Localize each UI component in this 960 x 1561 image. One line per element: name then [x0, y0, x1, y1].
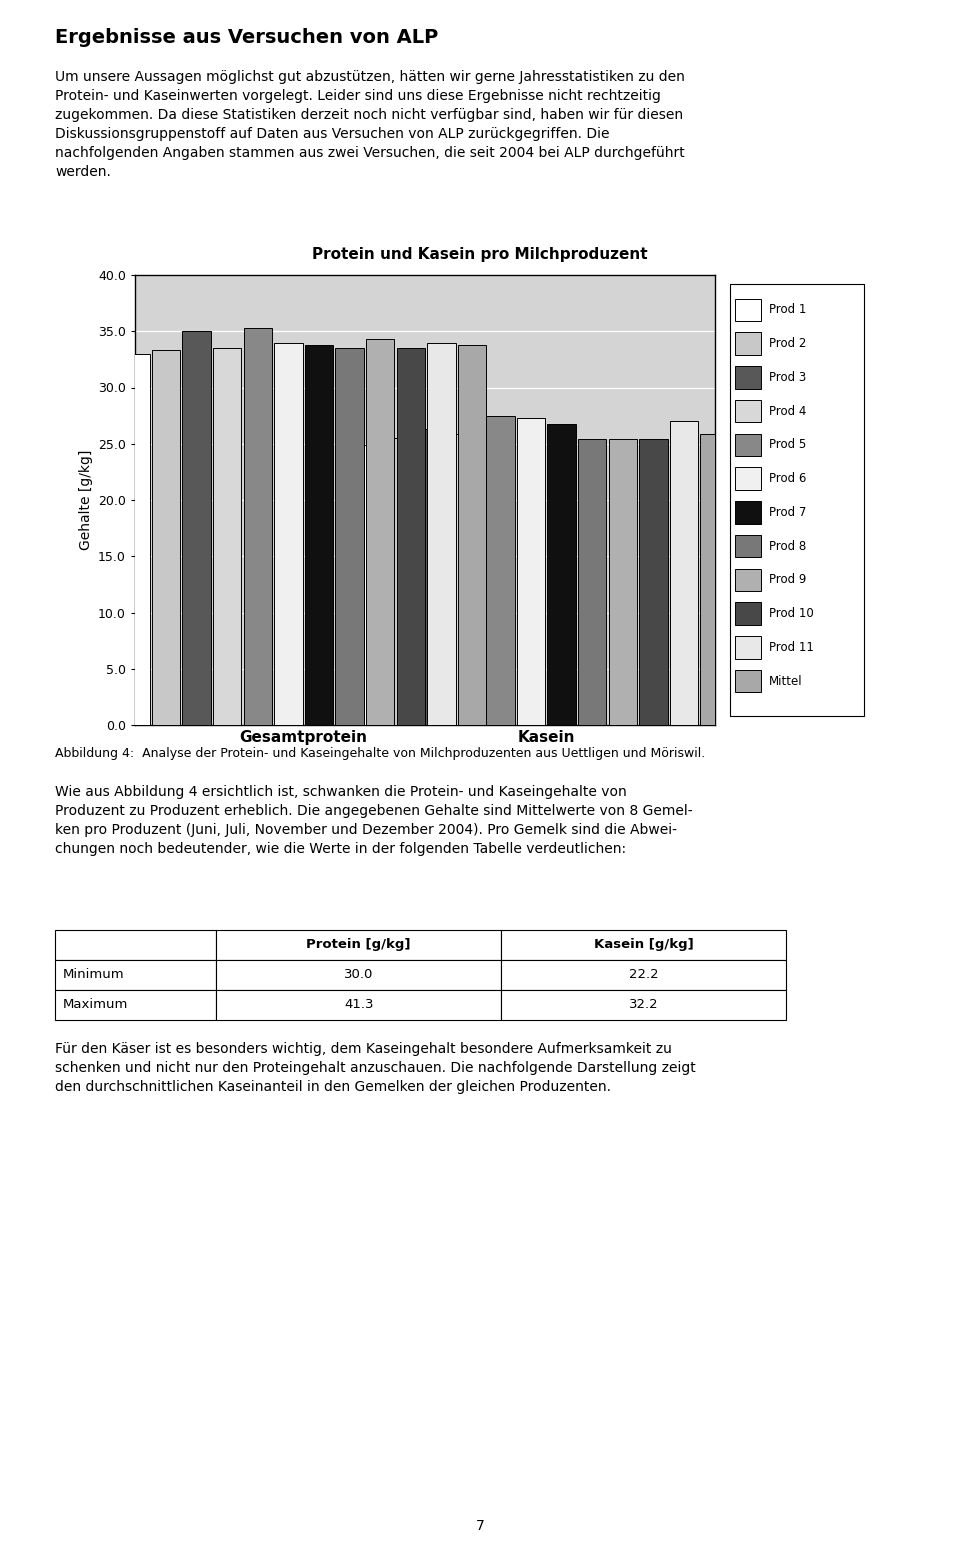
Bar [55, 930, 216, 960]
Text: Maximum: Maximum [62, 999, 128, 1012]
Bar [735, 501, 760, 523]
Bar [735, 568, 760, 592]
FancyBboxPatch shape [730, 284, 864, 716]
Bar [304, 345, 333, 724]
Bar [578, 439, 607, 724]
Bar [395, 439, 422, 724]
Text: Prod 10: Prod 10 [769, 607, 814, 620]
Bar [335, 348, 364, 724]
Bar [121, 354, 150, 724]
Bar [425, 429, 453, 724]
Text: Prod 6: Prod 6 [769, 471, 806, 485]
Bar [55, 990, 216, 1019]
Text: Prod 8: Prod 8 [769, 540, 806, 553]
Bar [501, 960, 786, 990]
Bar [735, 535, 760, 557]
Bar [735, 367, 760, 389]
Text: Prod 1: Prod 1 [769, 303, 806, 317]
Bar [244, 328, 272, 724]
Bar [486, 415, 515, 724]
Bar [735, 603, 760, 624]
Text: Wie aus Abbildung 4 ersichtlich ist, schwanken die Protein- und Kaseingehalte vo: Wie aus Abbildung 4 ersichtlich ist, sch… [55, 785, 692, 855]
Bar [213, 348, 242, 724]
Bar [735, 400, 760, 423]
Bar [735, 332, 760, 354]
Bar [275, 342, 302, 724]
Text: Kasein [g/kg]: Kasein [g/kg] [594, 938, 694, 952]
Text: Prod 7: Prod 7 [769, 506, 806, 518]
Text: Prod 3: Prod 3 [769, 372, 806, 384]
Bar [366, 339, 395, 724]
Text: Prod 9: Prod 9 [769, 573, 806, 587]
Bar [456, 434, 484, 724]
Text: Abbildung 4:  Analyse der Protein- und Kaseingehalte von Milchproduzenten aus Ue: Abbildung 4: Analyse der Protein- und Ka… [55, 748, 706, 760]
Bar [396, 348, 425, 724]
Bar [639, 439, 667, 724]
Bar [152, 350, 180, 724]
Bar [735, 298, 760, 322]
Text: 32.2: 32.2 [629, 999, 659, 1012]
Bar [516, 418, 545, 724]
Text: Prod 2: Prod 2 [769, 337, 806, 350]
Text: Prod 11: Prod 11 [769, 642, 814, 654]
Bar [458, 345, 486, 724]
Bar [735, 434, 760, 456]
Text: Für den Käser ist es besonders wichtig, dem Kaseingehalt besondere Aufmerksamkei: Für den Käser ist es besonders wichtig, … [55, 1043, 696, 1094]
Text: 22.2: 22.2 [629, 968, 659, 982]
Text: 7: 7 [475, 1519, 485, 1533]
Text: Prod 5: Prod 5 [769, 439, 806, 451]
Bar [501, 930, 786, 960]
Bar [182, 331, 211, 724]
Bar [501, 990, 786, 1019]
Y-axis label: Gehalte [g/kg]: Gehalte [g/kg] [79, 450, 92, 549]
Text: Mittel: Mittel [769, 674, 803, 688]
Text: Protein und Kasein pro Milchproduzent: Protein und Kasein pro Milchproduzent [312, 247, 648, 262]
Text: 30.0: 30.0 [344, 968, 373, 982]
Bar [364, 445, 393, 724]
Text: Protein [g/kg]: Protein [g/kg] [306, 938, 411, 952]
Bar [55, 960, 216, 990]
Bar [216, 990, 501, 1019]
Text: Ergebnisse aus Versuchen von ALP: Ergebnisse aus Versuchen von ALP [55, 28, 439, 47]
Bar [670, 421, 698, 724]
Text: Um unsere Aussagen möglichst gut abzustützen, hätten wir gerne Jahresstatistiken: Um unsere Aussagen möglichst gut abzustü… [55, 70, 684, 180]
Bar [609, 439, 636, 724]
Bar [735, 637, 760, 659]
Bar [427, 342, 456, 724]
Bar [735, 467, 760, 490]
Bar [700, 434, 729, 724]
Bar [216, 960, 501, 990]
Text: 41.3: 41.3 [344, 999, 373, 1012]
Bar [735, 670, 760, 693]
Bar [547, 423, 576, 724]
Text: Prod 4: Prod 4 [769, 404, 806, 418]
Bar [216, 930, 501, 960]
Text: Minimum: Minimum [62, 968, 124, 982]
